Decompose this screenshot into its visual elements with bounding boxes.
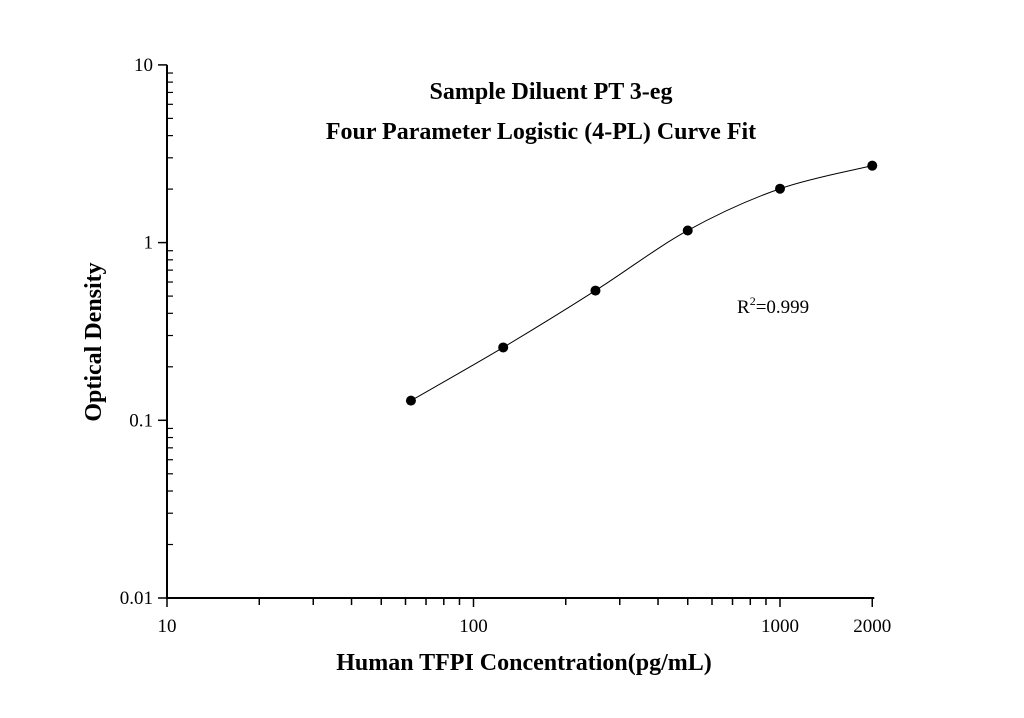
- data-point: [498, 342, 509, 353]
- plot-area: [405, 160, 878, 406]
- chart-title: Sample Diluent PT 3-eg: [430, 79, 673, 105]
- data-point: [682, 225, 693, 236]
- x-tick-label: 1000: [761, 616, 799, 637]
- y-axis-label: Optical Density: [81, 262, 107, 421]
- x-tick-label: 2000: [853, 616, 891, 637]
- y-tick-label: 1: [144, 233, 154, 254]
- fit-curve: [410, 165, 873, 402]
- data-point: [867, 160, 878, 171]
- data-point: [775, 183, 785, 194]
- r-squared-annotation: R2=0.999: [737, 294, 809, 318]
- data-point: [590, 285, 601, 296]
- y-tick-label: 0.1: [129, 410, 153, 431]
- x-tick-label: 100: [459, 616, 488, 637]
- tick-labels: 10 100 1000 2000 0.01 0.1 1 10: [120, 55, 892, 637]
- axes: [158, 64, 875, 607]
- y-tick-label: 0.01: [120, 588, 153, 609]
- chart-subtitle: Four Parameter Logistic (4-PL) Curve Fit: [326, 119, 756, 145]
- data-point: [405, 395, 416, 406]
- x-axis-label: Human TFPI Concentration(pg/mL): [336, 650, 712, 676]
- y-tick-label: 10: [134, 55, 153, 76]
- x-tick-label: 10: [158, 616, 177, 637]
